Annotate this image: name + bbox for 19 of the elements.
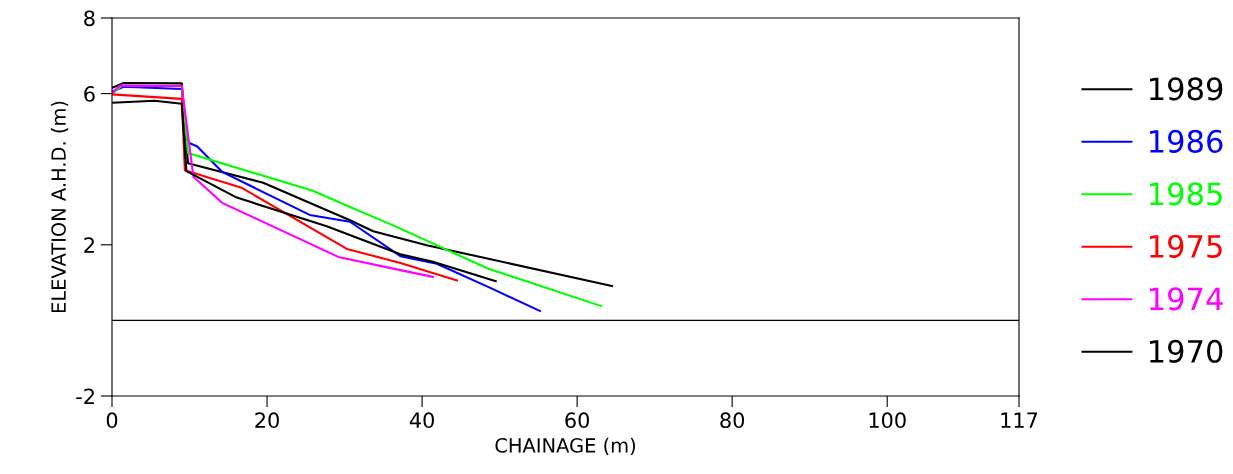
x-tick-label: 80 bbox=[720, 412, 745, 429]
legend-label: 1985 bbox=[1150, 182, 1222, 206]
x-tick-label: 40 bbox=[409, 412, 434, 429]
x-tick-label: 60 bbox=[565, 412, 589, 429]
y-tick-label: 2 bbox=[84, 237, 94, 253]
x-tick-label: 20 bbox=[255, 412, 279, 429]
x-tick-label: 117 bbox=[1001, 412, 1038, 428]
x-tick-label: 0 bbox=[106, 412, 118, 429]
x-tick-label: 100 bbox=[869, 412, 906, 429]
y-axis-title: ELEVATION A.H.D. (m) bbox=[50, 101, 69, 313]
legend-label: 1975 bbox=[1150, 234, 1222, 258]
legend-label: 1970 bbox=[1150, 339, 1223, 363]
x-axis-title: CHAINAGE (m) bbox=[495, 437, 636, 456]
y-tick-label: -2 bbox=[76, 388, 94, 404]
legend-label: 1986 bbox=[1150, 129, 1223, 153]
legend-label: 1974 bbox=[1150, 287, 1223, 311]
y-tick-label: 6 bbox=[84, 86, 95, 102]
y-tick-label: 8 bbox=[84, 10, 95, 27]
legend-label: 1989 bbox=[1150, 77, 1223, 101]
